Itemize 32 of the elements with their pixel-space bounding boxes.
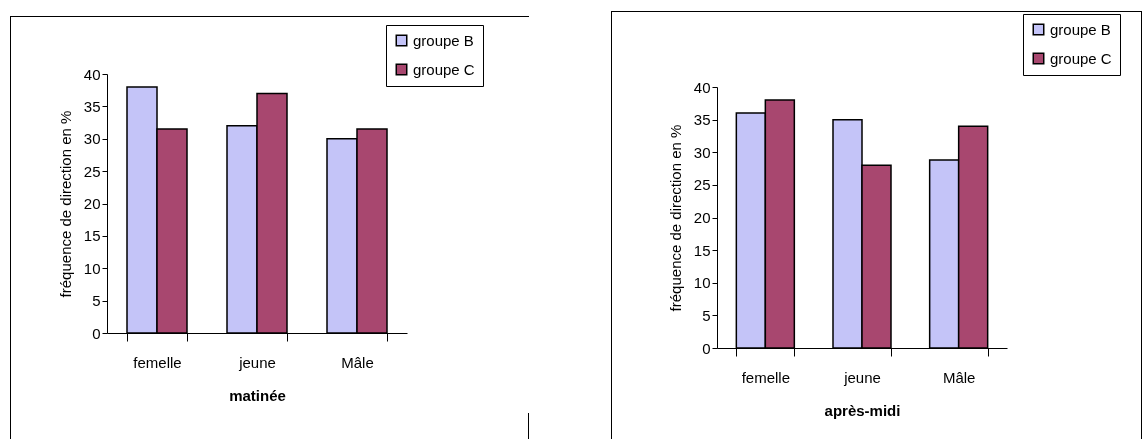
x-tick-label: femelle [133, 353, 182, 371]
y-tick-label: 10 [83, 259, 101, 277]
y-tick-label: 25 [83, 162, 101, 180]
x-tick-label: jeune [843, 368, 881, 386]
y-tick-label: 35 [693, 111, 711, 129]
x-axis-title: après-midi [824, 401, 901, 419]
legend-label: groupe B [1050, 20, 1111, 38]
y-tick-label: 0 [702, 339, 711, 357]
legend-label: groupe C [1050, 49, 1112, 67]
y-tick-label: 35 [83, 97, 101, 115]
y-tick-label: 20 [693, 209, 711, 226]
x-axis-title: matinée [229, 386, 286, 404]
y-tick-label: 5 [92, 292, 101, 310]
y-axis-title: fréquence de direction en % [56, 110, 74, 298]
y-tick-label: 25 [693, 176, 711, 194]
y-tick-label: 30 [83, 130, 101, 148]
x-tick-label: femelle [741, 368, 791, 386]
x-tick-label: Mâle [942, 368, 976, 386]
legend-label: groupe B [413, 31, 474, 49]
y-tick-label: 15 [83, 227, 101, 245]
y-tick-label: 30 [693, 143, 711, 161]
y-tick-label: 0 [92, 324, 101, 342]
legend-label: groupe C [413, 60, 475, 78]
y-tick-label: 40 [693, 78, 711, 96]
y-tick-label: 5 [702, 306, 711, 324]
x-tick-label: jeune [238, 353, 276, 371]
y-tick-label: 20 [83, 195, 101, 212]
x-tick-label: Mâle [341, 353, 374, 371]
y-tick-label: 40 [83, 65, 101, 83]
y-tick-label: 15 [693, 241, 711, 259]
y-axis-title: fréquence de direction en % [666, 124, 684, 312]
y-tick-label: 10 [693, 274, 711, 292]
